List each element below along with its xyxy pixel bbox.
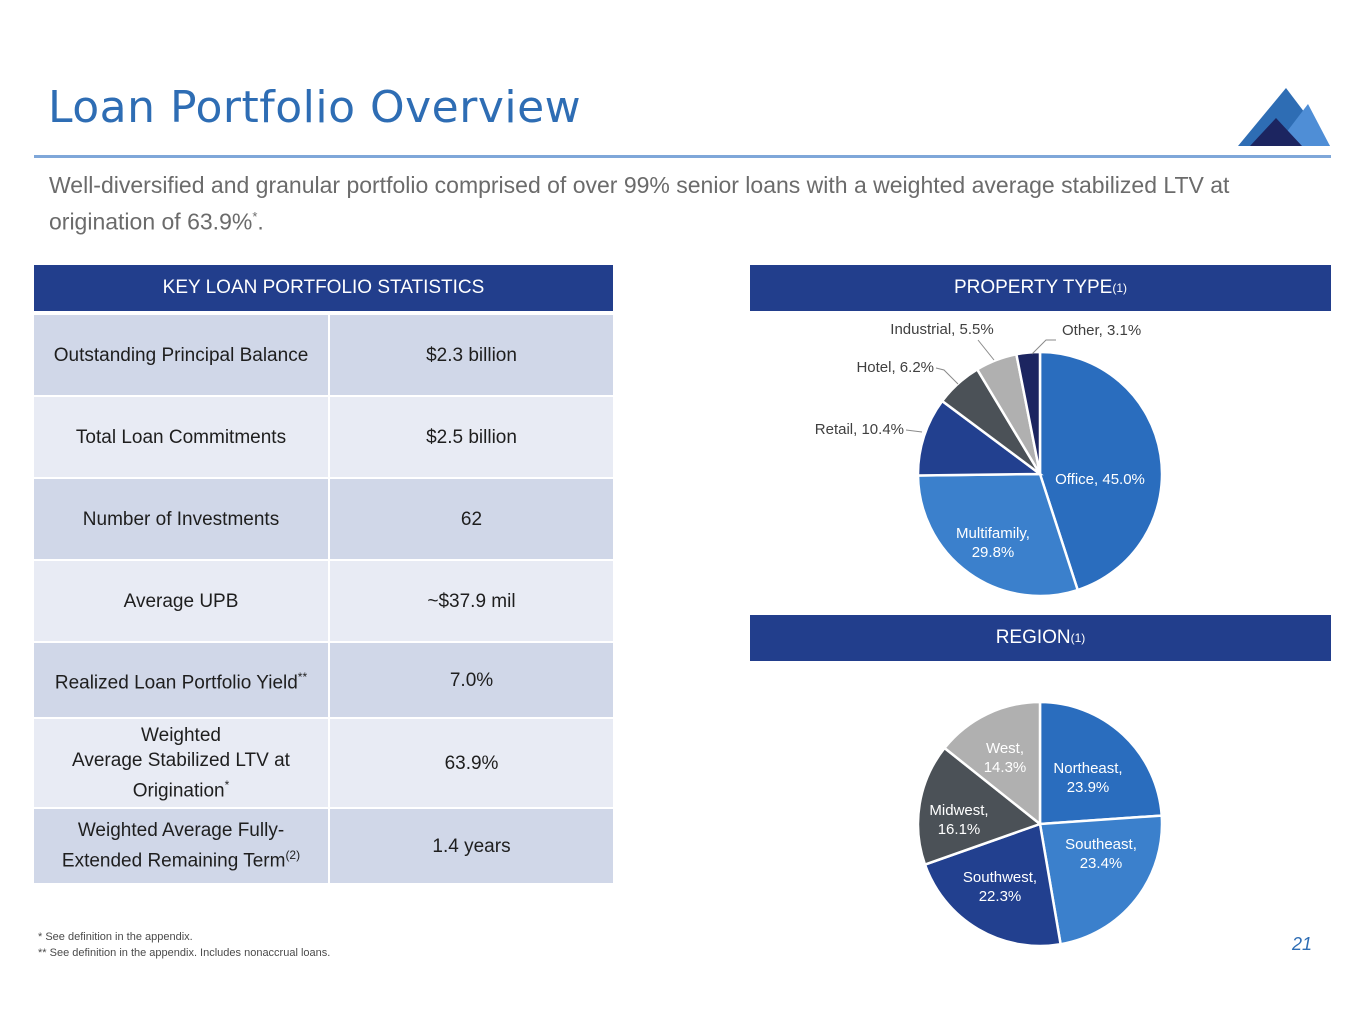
statistics-table: Outstanding Principal Balance $2.3 billi… [34,315,613,885]
leader-line [1031,339,1056,355]
data-label-northeast: Northeast, 23.9% [1053,760,1122,796]
data-label-west: West, 14.3% [984,740,1027,776]
page-number: 21 [1292,934,1313,954]
data-label-multifamily: Multifamily, 29.8% [956,525,1030,561]
footnotes: * See definition in the appendix. ** See… [38,929,330,961]
table-row: Total Loan Commitments $2.5 billion [34,397,613,479]
data-label-southeast: Southeast, 23.4% [1065,836,1137,872]
pie-slice-southeast [1038,814,1164,946]
region-header: REGION (1) [750,615,1331,661]
footnote: ** See definition in the appendix. Inclu… [38,947,331,959]
pie-slice-northeast [1038,700,1164,826]
statistics-table-header: KEY LOAN PORTFOLIO STATISTICS [34,265,613,311]
pie-slice-multifamily [916,472,1080,598]
page-title: Loan Portfolio Overview [48,82,582,133]
title-divider [34,155,1331,158]
data-label-southwest: Southwest, 22.3% [963,869,1037,905]
subtitle: Well-diversified and granular portfolio … [49,172,1230,235]
table-row: Number of Investments 62 [34,479,613,561]
region-pie-chart: Northeast, 23.9% Southeast, 23.4% Southwest,… [916,700,1164,948]
table-row: Weighted Average Fully- Extended Remainin… [34,809,613,885]
row-label: Number of Investments [34,479,330,559]
mountain-logo-icon [1238,88,1330,146]
data-label-other: Other, 3.1% [1062,322,1141,339]
pie-slice-southwest [923,822,1063,948]
table-row: Realized Loan Portfolio Yield** 7.0% [34,643,613,719]
row-value: $2.5 billion [426,426,517,448]
data-label-industrial: Industrial, 5.5% [890,321,993,338]
leader-line [977,339,995,361]
pie-slice-retail [916,399,1044,477]
row-value: 1.4 years [432,835,511,857]
leader-line [905,429,923,433]
property-type-header: PROPERTY TYPE (1) [750,265,1331,311]
row-value: $2.3 billion [426,344,517,366]
table-row: Outstanding Principal Balance $2.3 billi… [34,315,613,397]
pie-slice-other [1014,350,1042,475]
property-type-pie-chart: Office, 45.0% Multifamily, 29.8% Retail, 10… [815,321,1164,598]
row-label: Average UPB [34,561,330,641]
data-label-midwest: Midwest, 16.1% [929,802,988,838]
footnote: * See definition in the appendix. [38,931,193,943]
row-label: Weighted Average Stabilized LTV at Origina… [34,719,330,807]
row-value: 63.9% [444,752,499,774]
data-label-retail: Retail, 10.4% [815,421,904,438]
row-label: Total Loan Commitments [34,397,330,477]
row-label: Outstanding Principal Balance [34,315,330,395]
table-row: Weighted Average Stabilized LTV at Origina… [34,719,613,809]
row-label: Realized Loan Portfolio Yield** [34,643,330,717]
leader-line [935,367,959,385]
pie-slice-office [1038,350,1164,592]
pie-slice-midwest [916,746,1043,867]
row-label: Weighted Average Fully- Extended Remainin… [34,809,330,883]
table-row: Average UPB ~$37.9 mil [34,561,613,643]
row-value: 62 [460,508,483,530]
data-label-hotel: Hotel, 6.2% [856,359,934,376]
row-value: ~$37.9 mil [427,590,516,612]
data-label-office: Office, 45.0% [1055,471,1145,488]
row-value: 7.0% [449,669,494,691]
pie-slice-west [942,700,1042,827]
